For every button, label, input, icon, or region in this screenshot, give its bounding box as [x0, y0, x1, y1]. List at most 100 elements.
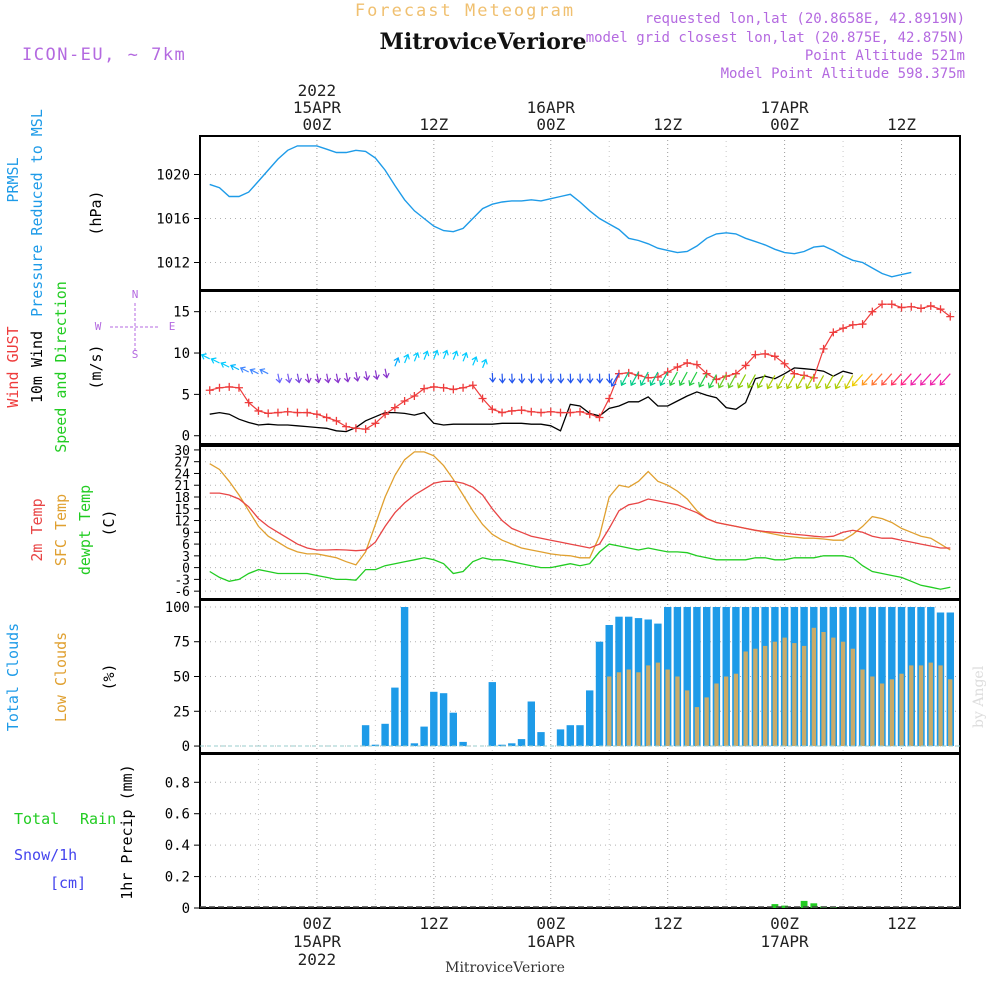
low-cloud-bar	[665, 669, 670, 746]
gust-marker	[751, 350, 760, 359]
total-cloud-bar	[527, 701, 535, 746]
wind-direction-arrow	[824, 375, 834, 390]
low-cloud-bar	[860, 669, 865, 746]
total-cloud-bar	[400, 607, 409, 747]
wind-direction-arrow	[442, 349, 449, 360]
pressure-line	[209, 145, 912, 278]
wind-direction-arrow	[334, 373, 341, 384]
low-cloud-bar	[636, 672, 641, 746]
label-snow: Snow/1h	[14, 846, 77, 864]
wind-direction-arrow	[452, 350, 459, 360]
y-tick-label: 10	[173, 346, 190, 362]
wind-direction-arrow	[851, 374, 864, 387]
axis-label-total-clouds: Total Clouds	[4, 623, 22, 731]
wind-direction-arrow	[805, 375, 815, 390]
low-cloud-bar	[704, 697, 709, 747]
panel-border	[199, 753, 961, 909]
gust-marker	[868, 307, 877, 316]
panel-clouds: 0 25 50 75 100	[165, 599, 961, 755]
axis-unit-hpa: (hPa)	[87, 190, 105, 235]
y-tick-label: 0.6	[165, 807, 190, 823]
gust-marker	[322, 413, 331, 422]
wind-direction-arrow	[668, 371, 678, 387]
low-cloud-bar	[879, 683, 885, 747]
y-tick-label: 15	[174, 503, 190, 518]
time-label-top: 12Z	[653, 115, 682, 134]
rain-bar	[771, 904, 779, 908]
gust-marker	[576, 407, 584, 416]
total-cloud-bar	[556, 729, 565, 747]
low-cloud-bar	[763, 645, 768, 746]
gust-marker	[312, 410, 321, 419]
axis-label-sfc-temp: SFC Temp	[52, 494, 70, 566]
time-label-bottom: 17APR	[761, 932, 810, 951]
axis-label-pressure: Pressure Reduced to MSL	[28, 109, 46, 317]
wind-direction-arrow	[537, 373, 545, 384]
total-cloud-bar	[381, 723, 389, 747]
model-label: ICON-EU, ~ 7km	[22, 45, 186, 65]
gust-marker	[546, 407, 555, 416]
gust-marker	[741, 361, 750, 370]
low-cloud-bar	[831, 637, 836, 747]
total-cloud-bar	[595, 641, 604, 746]
wind-direction-arrow	[314, 373, 322, 384]
total-cloud-bar	[488, 682, 496, 747]
wind-direction-arrow	[567, 373, 574, 384]
rain-bar	[810, 903, 818, 908]
time-label-top: 00Z	[536, 115, 565, 134]
total-cloud-bar	[693, 607, 701, 747]
low-cloud-bar	[811, 627, 816, 746]
wind-direction-arrow	[606, 373, 613, 384]
y-tick-label: 100	[165, 600, 190, 616]
compass-e: E	[169, 320, 176, 333]
total-cloud-bar	[586, 690, 594, 746]
time-label-top: 16APR	[527, 98, 576, 117]
y-tick-label: 25	[173, 704, 190, 720]
low-cloud-bar	[918, 665, 924, 747]
low-cloud-bar	[714, 683, 719, 747]
y-tick-label: 21	[174, 479, 190, 494]
gust-marker	[839, 324, 848, 333]
gust-marker	[770, 352, 779, 361]
low-cloud-bar	[733, 673, 739, 746]
wind-direction-arrow	[249, 368, 259, 375]
wind-direction-arrow	[707, 374, 717, 389]
panel-pressure: 1012 1016 1020	[156, 135, 961, 291]
axis-label-low-clouds: Low Clouds	[52, 632, 70, 722]
gust-marker	[234, 383, 243, 392]
wind-direction-arrow	[471, 356, 479, 366]
wind-direction-arrow	[929, 373, 941, 386]
y-tick-label: 30	[174, 444, 190, 459]
time-label-top: 15APR	[293, 98, 342, 117]
total-cloud-bar	[517, 739, 526, 747]
wind-direction-arrow	[815, 375, 825, 390]
time-label-bottom: 12Z	[419, 914, 448, 933]
y-tick-label: 0.8	[165, 775, 190, 791]
wind-direction-arrow	[881, 373, 893, 386]
station-title: MitroviceVeriore	[380, 29, 587, 55]
gust-marker	[449, 385, 458, 394]
wind-direction-arrow	[259, 368, 269, 375]
wind-direction-arrow	[659, 371, 669, 387]
time-label-bottom: 00Z	[770, 914, 799, 933]
wind-direction-arrow	[498, 373, 506, 384]
low-cloud-bar	[607, 676, 612, 746]
axis-label-2m-temp: 2m Temp	[28, 498, 46, 561]
gust-marker	[917, 304, 926, 313]
time-label-bottom: 15APR	[293, 932, 342, 951]
wind-direction-arrow	[586, 373, 594, 384]
low-cloud-bar	[948, 679, 953, 747]
wind-direction-arrow	[508, 373, 516, 384]
gust-marker	[692, 360, 701, 369]
gust-marker	[595, 413, 604, 422]
gust-marker	[254, 406, 263, 415]
total-cloud-bar	[459, 741, 467, 747]
wind-direction-arrow	[285, 373, 293, 384]
wind-direction-arrow	[382, 368, 390, 379]
wind-direction-arrow	[413, 351, 420, 362]
time-label-bottom: 00Z	[536, 914, 565, 933]
low-cloud-bar	[938, 665, 943, 747]
